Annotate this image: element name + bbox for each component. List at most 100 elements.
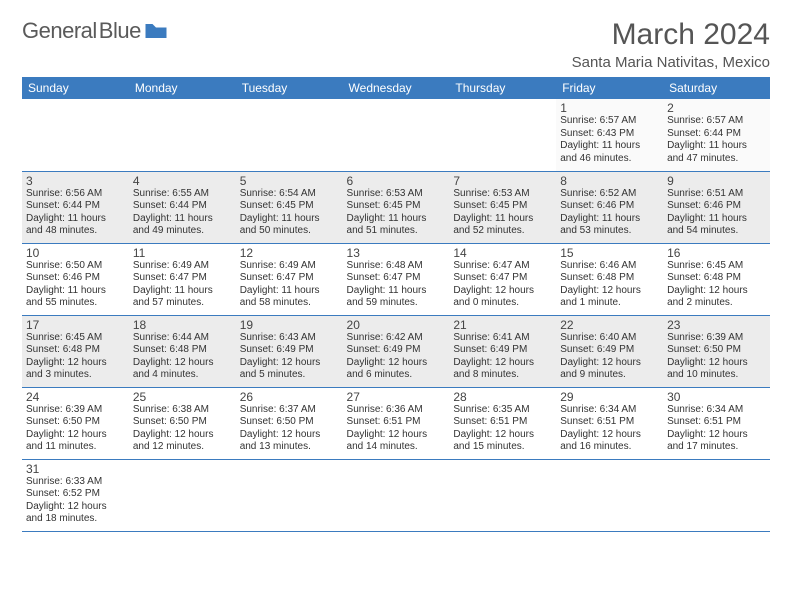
cell-info-line: Sunset: 6:49 PM	[560, 344, 659, 357]
cell-info-line: Sunrise: 6:41 AM	[453, 332, 552, 345]
cell-info-line: Sunset: 6:47 PM	[347, 272, 446, 285]
day-header: Monday	[129, 77, 236, 99]
cell-info-line: Daylight: 12 hours	[453, 285, 552, 298]
location-label: Santa Maria Nativitas, Mexico	[572, 54, 770, 71]
day-number: 24	[26, 390, 125, 404]
calendar-cell: 31Sunrise: 6:33 AMSunset: 6:52 PMDayligh…	[22, 459, 129, 531]
cell-info-line: Daylight: 12 hours	[240, 429, 339, 442]
day-number: 20	[347, 318, 446, 332]
cell-info-line: Sunset: 6:44 PM	[133, 200, 232, 213]
cell-info-line: Sunrise: 6:53 AM	[347, 188, 446, 201]
calendar-week-row: 3Sunrise: 6:56 AMSunset: 6:44 PMDaylight…	[22, 171, 770, 243]
cell-info-line: and 16 minutes.	[560, 441, 659, 454]
cell-info-line: and 47 minutes.	[667, 153, 766, 166]
day-number: 28	[453, 390, 552, 404]
day-number: 8	[560, 174, 659, 188]
cell-info-line: Sunset: 6:46 PM	[667, 200, 766, 213]
cell-info-line: Sunrise: 6:37 AM	[240, 404, 339, 417]
cell-info-line: and 10 minutes.	[667, 369, 766, 382]
calendar-cell: 14Sunrise: 6:47 AMSunset: 6:47 PMDayligh…	[449, 243, 556, 315]
cell-info-line: Sunrise: 6:49 AM	[133, 260, 232, 273]
calendar-week-row: 24Sunrise: 6:39 AMSunset: 6:50 PMDayligh…	[22, 387, 770, 459]
cell-info-line: Sunrise: 6:39 AM	[667, 332, 766, 345]
cell-info-line: Sunrise: 6:34 AM	[667, 404, 766, 417]
cell-info-line: Sunset: 6:51 PM	[560, 416, 659, 429]
cell-info-line: and 14 minutes.	[347, 441, 446, 454]
day-number: 30	[667, 390, 766, 404]
cell-info-line: Daylight: 12 hours	[453, 357, 552, 370]
cell-info-line: and 50 minutes.	[240, 225, 339, 238]
brand-logo: GeneralBlue	[22, 18, 167, 44]
calendar-cell	[236, 99, 343, 171]
calendar-cell: 21Sunrise: 6:41 AMSunset: 6:49 PMDayligh…	[449, 315, 556, 387]
calendar-week-row: 31Sunrise: 6:33 AMSunset: 6:52 PMDayligh…	[22, 459, 770, 531]
day-number: 7	[453, 174, 552, 188]
cell-info-line: Sunrise: 6:57 AM	[560, 115, 659, 128]
cell-info-line: Sunrise: 6:50 AM	[26, 260, 125, 273]
header: GeneralBlue March 2024 Santa Maria Nativ…	[22, 18, 770, 71]
calendar-cell: 19Sunrise: 6:43 AMSunset: 6:49 PMDayligh…	[236, 315, 343, 387]
day-number: 1	[560, 101, 659, 115]
cell-info-line: Sunset: 6:45 PM	[453, 200, 552, 213]
cell-info-line: and 2 minutes.	[667, 297, 766, 310]
calendar-table: SundayMondayTuesdayWednesdayThursdayFrid…	[22, 77, 770, 532]
cell-info-line: Sunrise: 6:46 AM	[560, 260, 659, 273]
day-number: 6	[347, 174, 446, 188]
cell-info-line: Sunrise: 6:45 AM	[667, 260, 766, 273]
cell-info-line: Sunset: 6:44 PM	[667, 128, 766, 141]
cell-info-line: Daylight: 11 hours	[26, 285, 125, 298]
cell-info-line: Daylight: 12 hours	[667, 429, 766, 442]
calendar-cell: 27Sunrise: 6:36 AMSunset: 6:51 PMDayligh…	[343, 387, 450, 459]
day-header: Friday	[556, 77, 663, 99]
day-number: 16	[667, 246, 766, 260]
calendar-cell: 6Sunrise: 6:53 AMSunset: 6:45 PMDaylight…	[343, 171, 450, 243]
cell-info-line: Daylight: 11 hours	[240, 213, 339, 226]
cell-info-line: Sunset: 6:50 PM	[26, 416, 125, 429]
cell-info-line: Sunset: 6:43 PM	[560, 128, 659, 141]
cell-info-line: Daylight: 11 hours	[26, 213, 125, 226]
cell-info-line: Sunrise: 6:48 AM	[347, 260, 446, 273]
calendar-cell: 28Sunrise: 6:35 AMSunset: 6:51 PMDayligh…	[449, 387, 556, 459]
title-block: March 2024 Santa Maria Nativitas, Mexico	[572, 18, 770, 71]
cell-info-line: Sunrise: 6:57 AM	[667, 115, 766, 128]
cell-info-line: Daylight: 12 hours	[133, 429, 232, 442]
cell-info-line: Sunset: 6:51 PM	[347, 416, 446, 429]
calendar-cell	[343, 99, 450, 171]
calendar-cell: 30Sunrise: 6:34 AMSunset: 6:51 PMDayligh…	[663, 387, 770, 459]
cell-info-line: Sunset: 6:50 PM	[133, 416, 232, 429]
calendar-cell	[129, 459, 236, 531]
day-header: Wednesday	[343, 77, 450, 99]
cell-info-line: and 11 minutes.	[26, 441, 125, 454]
cell-info-line: Sunset: 6:48 PM	[667, 272, 766, 285]
calendar-cell: 16Sunrise: 6:45 AMSunset: 6:48 PMDayligh…	[663, 243, 770, 315]
day-number: 19	[240, 318, 339, 332]
day-number: 10	[26, 246, 125, 260]
day-number: 18	[133, 318, 232, 332]
calendar-cell: 24Sunrise: 6:39 AMSunset: 6:50 PMDayligh…	[22, 387, 129, 459]
brand-name-a: General	[22, 18, 97, 44]
cell-info-line: Daylight: 12 hours	[26, 429, 125, 442]
cell-info-line: Sunset: 6:50 PM	[667, 344, 766, 357]
calendar-cell	[449, 459, 556, 531]
cell-info-line: Sunset: 6:47 PM	[240, 272, 339, 285]
cell-info-line: and 54 minutes.	[667, 225, 766, 238]
cell-info-line: Daylight: 11 hours	[667, 213, 766, 226]
cell-info-line: Sunset: 6:44 PM	[26, 200, 125, 213]
calendar-cell: 1Sunrise: 6:57 AMSunset: 6:43 PMDaylight…	[556, 99, 663, 171]
calendar-cell: 23Sunrise: 6:39 AMSunset: 6:50 PMDayligh…	[663, 315, 770, 387]
cell-info-line: Sunrise: 6:34 AM	[560, 404, 659, 417]
cell-info-line: Sunrise: 6:42 AM	[347, 332, 446, 345]
cell-info-line: and 15 minutes.	[453, 441, 552, 454]
calendar-cell: 5Sunrise: 6:54 AMSunset: 6:45 PMDaylight…	[236, 171, 343, 243]
cell-info-line: and 49 minutes.	[133, 225, 232, 238]
cell-info-line: Daylight: 12 hours	[133, 357, 232, 370]
cell-info-line: Sunset: 6:51 PM	[453, 416, 552, 429]
calendar-cell: 2Sunrise: 6:57 AMSunset: 6:44 PMDaylight…	[663, 99, 770, 171]
calendar-cell: 17Sunrise: 6:45 AMSunset: 6:48 PMDayligh…	[22, 315, 129, 387]
cell-info-line: Sunrise: 6:54 AM	[240, 188, 339, 201]
cell-info-line: Sunrise: 6:55 AM	[133, 188, 232, 201]
cell-info-line: Sunset: 6:51 PM	[667, 416, 766, 429]
day-number: 22	[560, 318, 659, 332]
cell-info-line: and 46 minutes.	[560, 153, 659, 166]
cell-info-line: and 59 minutes.	[347, 297, 446, 310]
